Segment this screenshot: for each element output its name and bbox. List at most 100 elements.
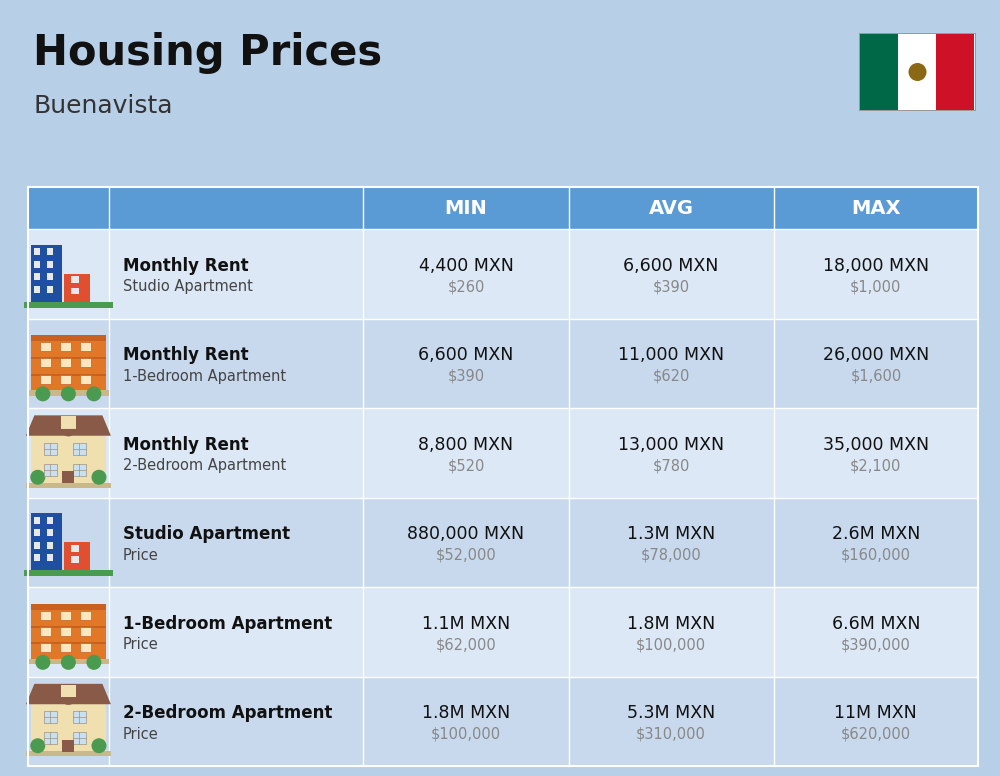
Text: $390: $390	[447, 369, 485, 384]
Bar	[80, 611, 91, 619]
Bar	[47, 286, 53, 293]
Bar	[31, 514, 62, 571]
Text: 1.8M MXN: 1.8M MXN	[627, 615, 715, 632]
Text: 1.1M MXN: 1.1M MXN	[422, 615, 510, 632]
Bar	[34, 542, 40, 549]
Text: Monthly Rent: Monthly Rent	[123, 436, 248, 454]
Text: 2-Bedroom Apartment: 2-Bedroom Apartment	[123, 705, 332, 722]
Bar	[31, 335, 106, 341]
Text: 11M MXN: 11M MXN	[834, 705, 917, 722]
Bar	[24, 302, 113, 308]
Text: Housing Prices: Housing Prices	[33, 32, 382, 74]
Bar	[61, 684, 76, 698]
Text: Monthly Rent: Monthly Rent	[123, 346, 248, 364]
Circle shape	[30, 738, 45, 753]
Bar	[64, 542, 90, 570]
Circle shape	[35, 386, 50, 401]
Text: $780: $780	[652, 459, 690, 473]
Text: $620: $620	[652, 369, 690, 384]
Text: 35,000 MXN: 35,000 MXN	[823, 436, 929, 454]
Text: $620,000: $620,000	[841, 727, 911, 742]
Bar	[80, 375, 91, 383]
Text: 1.8M MXN: 1.8M MXN	[422, 705, 510, 722]
Bar	[60, 611, 71, 619]
Bar	[28, 408, 978, 497]
Circle shape	[30, 469, 45, 485]
Bar	[859, 33, 976, 111]
Polygon shape	[61, 698, 76, 705]
Bar	[34, 286, 40, 293]
Bar	[34, 555, 40, 561]
Bar	[28, 390, 109, 396]
Bar	[71, 556, 79, 563]
Bar	[44, 711, 57, 723]
Circle shape	[908, 63, 926, 81]
Text: $520: $520	[447, 459, 485, 473]
Polygon shape	[26, 684, 111, 705]
Bar	[60, 627, 71, 636]
Bar	[28, 659, 109, 664]
Bar	[26, 751, 111, 757]
Bar	[60, 375, 71, 383]
Bar	[44, 463, 57, 476]
Text: $310,000: $310,000	[636, 727, 706, 742]
Bar	[60, 359, 71, 367]
Bar	[34, 529, 40, 536]
Bar	[31, 335, 106, 391]
Text: MIN: MIN	[445, 199, 487, 217]
Circle shape	[92, 738, 106, 753]
Text: $390,000: $390,000	[841, 637, 911, 653]
Text: MAX: MAX	[851, 199, 901, 217]
Bar	[40, 359, 51, 367]
Bar	[31, 357, 106, 359]
Bar	[61, 416, 76, 429]
Text: 1-Bedroom Apartment: 1-Bedroom Apartment	[123, 615, 332, 632]
Bar	[28, 677, 978, 766]
Text: $160,000: $160,000	[841, 548, 911, 563]
Bar	[47, 517, 53, 524]
Text: Studio Apartment: Studio Apartment	[123, 525, 290, 543]
Text: Price: Price	[123, 727, 158, 742]
Text: $1,000: $1,000	[850, 279, 902, 294]
Bar	[31, 604, 106, 610]
Bar	[80, 359, 91, 367]
Text: 4,400 MXN: 4,400 MXN	[419, 257, 513, 275]
Bar	[31, 374, 106, 376]
Bar	[47, 529, 53, 536]
Bar	[60, 643, 71, 652]
Circle shape	[92, 469, 106, 485]
Bar	[60, 342, 71, 351]
Text: 2.6M MXN: 2.6M MXN	[832, 525, 920, 543]
Bar	[44, 732, 57, 744]
Bar	[73, 711, 86, 723]
Text: 6,600 MXN: 6,600 MXN	[418, 346, 514, 364]
Bar	[936, 34, 974, 110]
Text: $62,000: $62,000	[436, 637, 496, 653]
Bar	[71, 276, 79, 283]
Text: $390: $390	[653, 279, 690, 294]
Bar	[71, 545, 79, 552]
Text: 6,600 MXN: 6,600 MXN	[623, 257, 719, 275]
Bar	[28, 318, 978, 408]
Polygon shape	[26, 415, 111, 436]
Text: Monthly Rent: Monthly Rent	[123, 257, 248, 275]
Text: 26,000 MXN: 26,000 MXN	[823, 346, 929, 364]
Bar	[47, 273, 53, 280]
Text: Buenavista: Buenavista	[33, 94, 173, 118]
Bar	[31, 625, 106, 628]
Bar	[62, 472, 74, 483]
Text: $100,000: $100,000	[431, 727, 501, 742]
Circle shape	[86, 386, 101, 401]
Bar	[73, 732, 86, 744]
Bar	[47, 248, 53, 255]
Bar	[26, 483, 111, 488]
Bar	[28, 587, 978, 677]
Circle shape	[61, 655, 76, 670]
Bar	[80, 643, 91, 652]
Text: 2-Bedroom Apartment: 2-Bedroom Apartment	[123, 459, 286, 473]
Text: $260: $260	[447, 279, 485, 294]
Bar	[31, 436, 106, 483]
Bar	[80, 627, 91, 636]
Text: $52,000: $52,000	[436, 548, 496, 563]
Bar	[24, 570, 113, 577]
